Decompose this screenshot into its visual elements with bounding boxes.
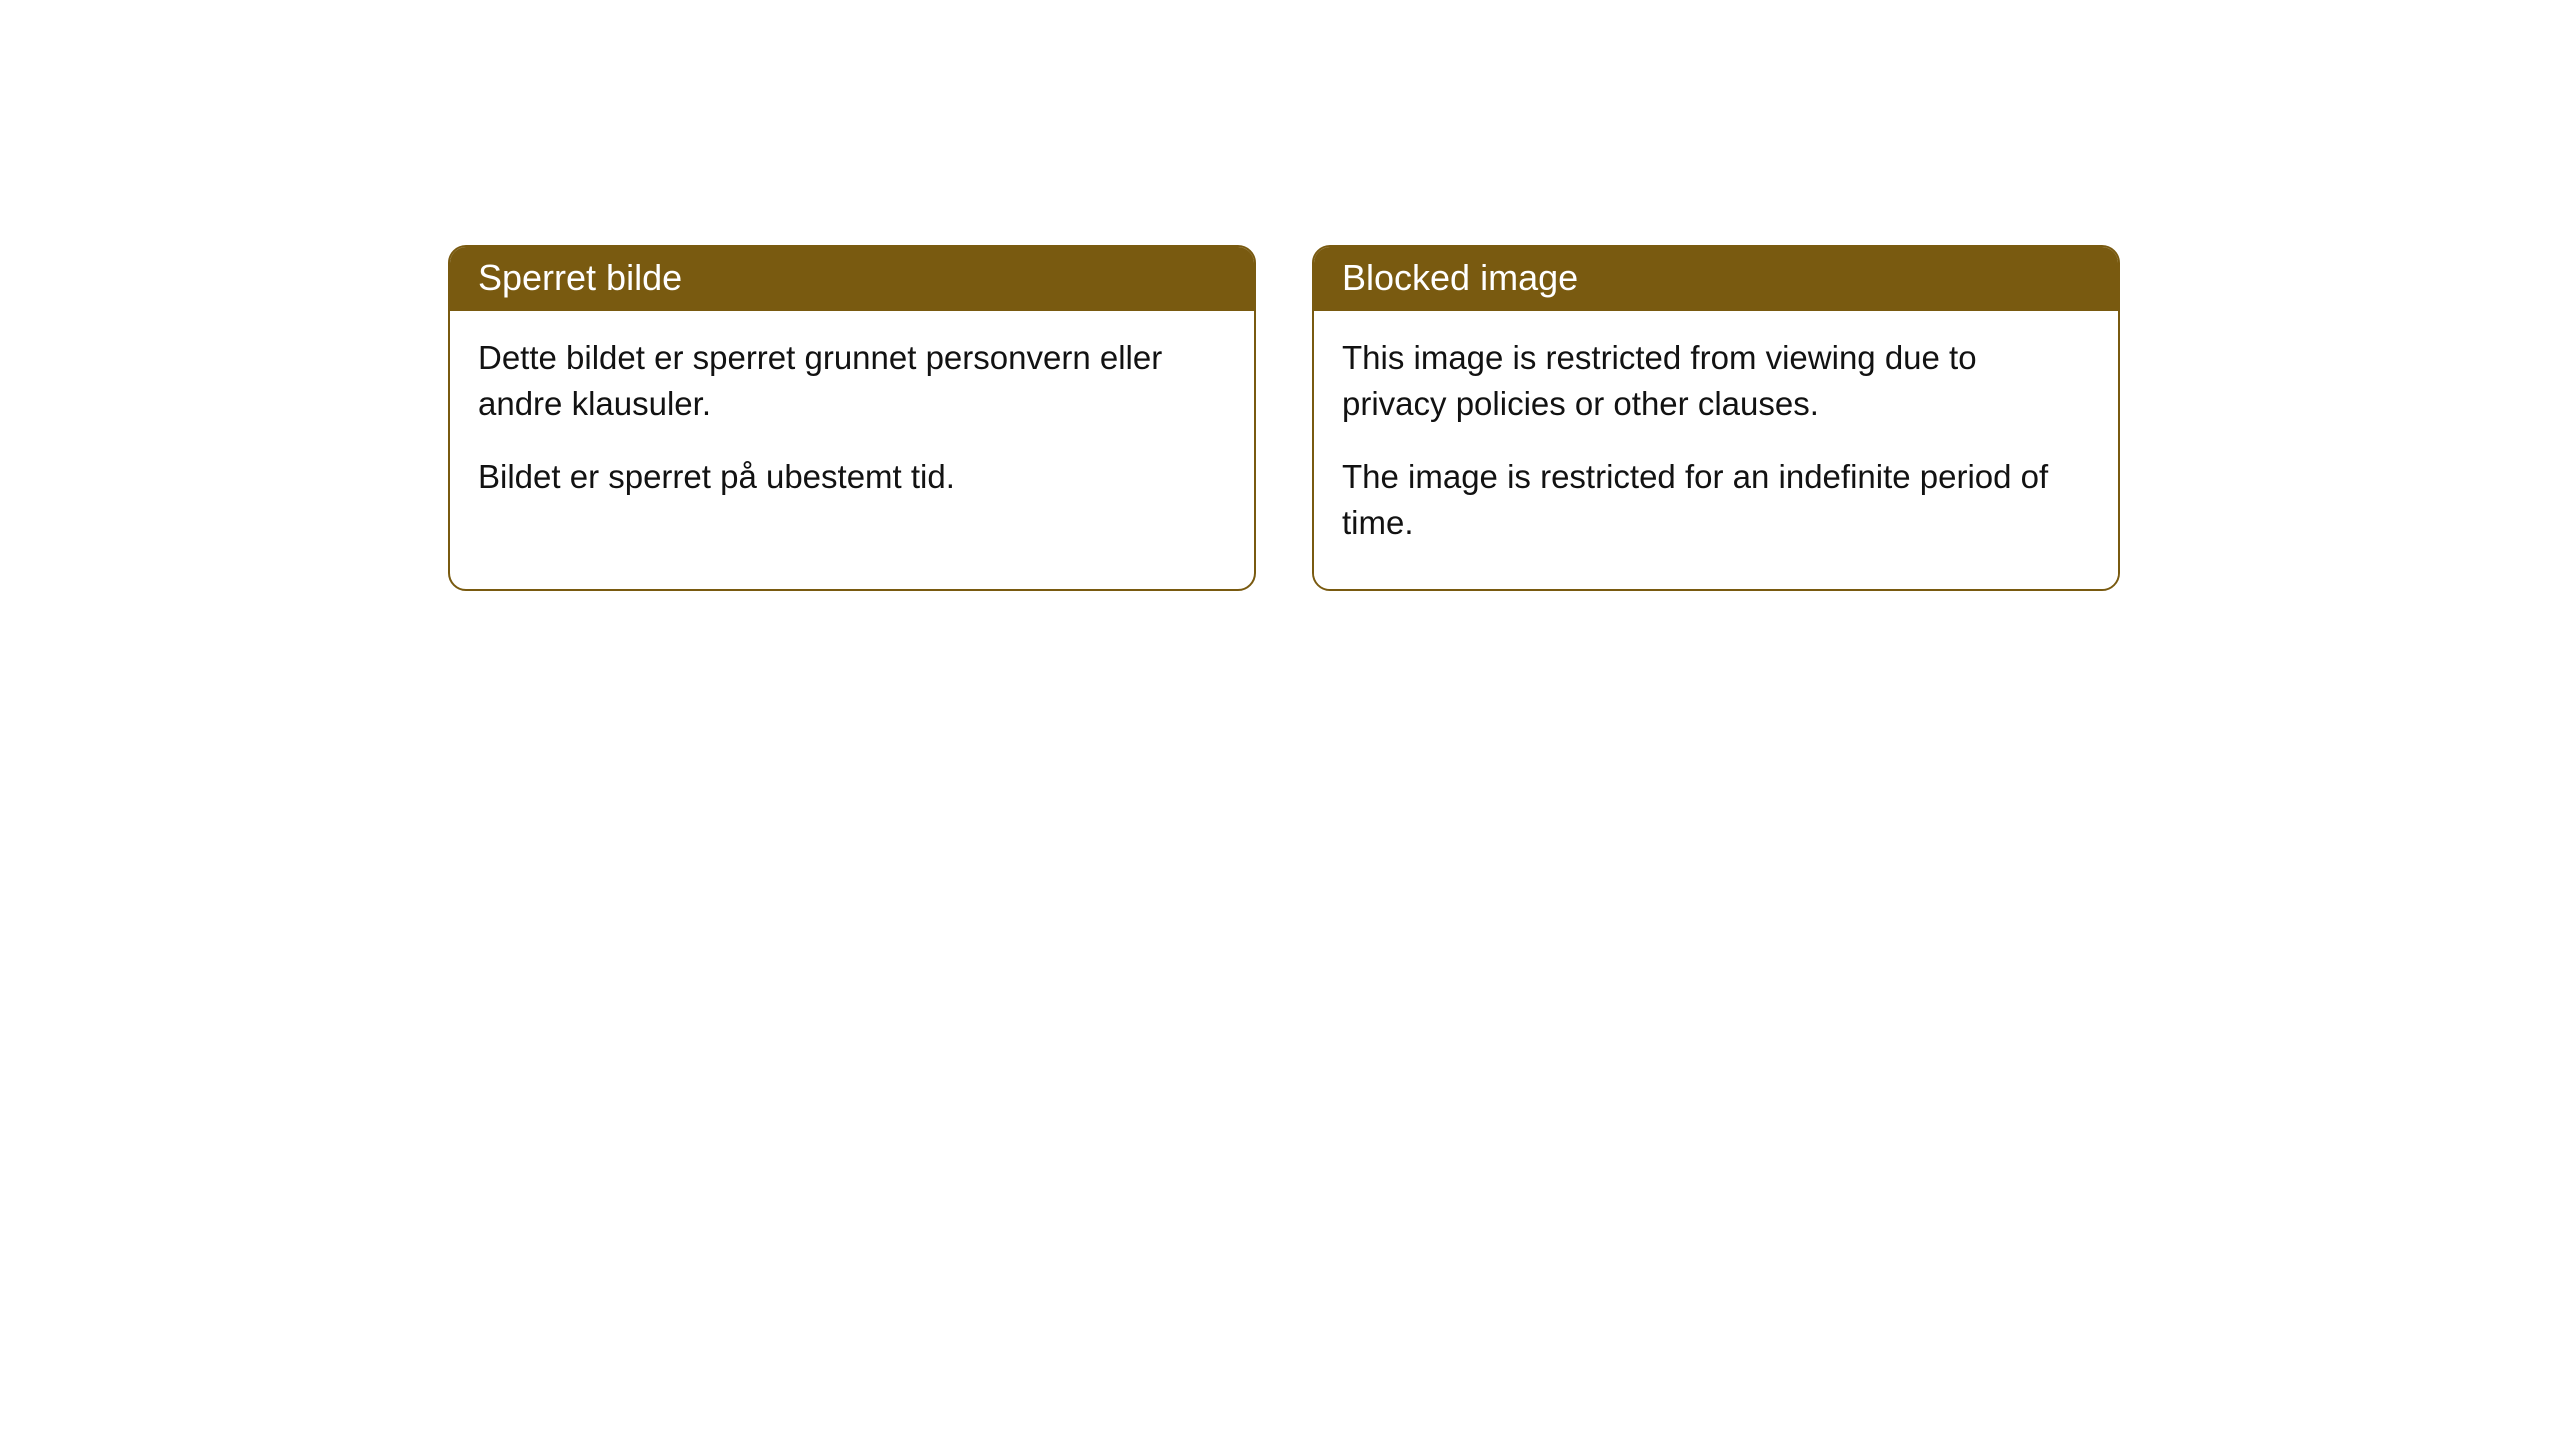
notice-card-english: Blocked image This image is restricted f… xyxy=(1312,245,2120,591)
card-header-norwegian: Sperret bilde xyxy=(450,247,1254,311)
card-text-english-1: This image is restricted from viewing du… xyxy=(1342,335,2090,426)
notice-cards-container: Sperret bilde Dette bildet er sperret gr… xyxy=(448,245,2120,591)
card-body-english: This image is restricted from viewing du… xyxy=(1314,311,2118,589)
card-body-norwegian: Dette bildet er sperret grunnet personve… xyxy=(450,311,1254,544)
notice-card-norwegian: Sperret bilde Dette bildet er sperret gr… xyxy=(448,245,1256,591)
card-text-english-2: The image is restricted for an indefinit… xyxy=(1342,454,2090,545)
card-text-norwegian-1: Dette bildet er sperret grunnet personve… xyxy=(478,335,1226,426)
card-text-norwegian-2: Bildet er sperret på ubestemt tid. xyxy=(478,454,1226,500)
card-header-english: Blocked image xyxy=(1314,247,2118,311)
